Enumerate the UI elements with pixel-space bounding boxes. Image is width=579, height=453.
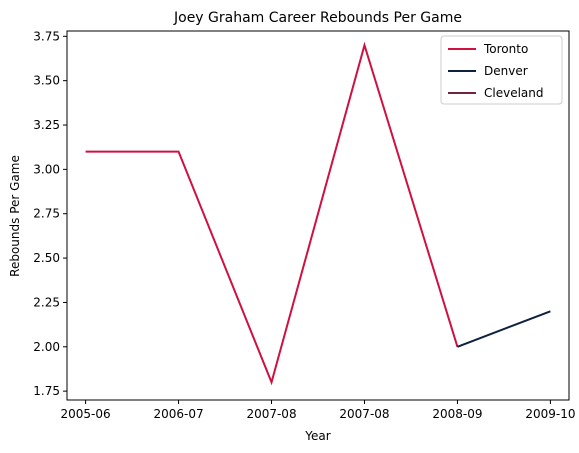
- series-line-toronto: [85, 41, 459, 386]
- y-tick-label: 2.75: [33, 207, 60, 221]
- y-axis: 1.75 2.00 2.25 2.50 2.75 3.00 3.25 3.50 3.75: [33, 29, 67, 398]
- y-tick-label: 1.75: [33, 384, 60, 398]
- y-tick-label: 3.25: [33, 118, 60, 132]
- chart-title: Joey Graham Career Rebounds Per Game: [173, 10, 462, 26]
- x-tick-label: 2005-06: [61, 407, 111, 421]
- y-tick-label: 2.00: [33, 340, 60, 354]
- y-tick-label: 3.75: [33, 29, 60, 43]
- x-axis: 2005-06 2006-07 2007-08 2007-08 2008-09 2009-…: [61, 400, 575, 421]
- legend-label: Cleveland: [484, 86, 544, 100]
- legend-label: Denver: [484, 64, 528, 78]
- x-tick-label: 2007-08: [246, 407, 296, 421]
- x-tick-label: 2007-08: [339, 407, 389, 421]
- legend-box: [440, 35, 563, 105]
- x-tick-label: 2008-09: [432, 407, 482, 421]
- legend-item-cleveland: Cleveland: [448, 86, 544, 100]
- series-line-denver: [457, 310, 551, 348]
- y-tick-label: 3.00: [33, 162, 60, 176]
- y-tick-label: 2.50: [33, 251, 60, 265]
- legend-item-denver: Denver: [448, 64, 528, 78]
- y-axis-label: Rebounds Per Game: [8, 155, 22, 277]
- x-axis-label: Year: [304, 429, 330, 443]
- legend: Toronto Denver Cleveland: [440, 35, 563, 105]
- plot-frame: [66, 30, 570, 401]
- legend-label: Toronto: [483, 42, 528, 56]
- x-tick-label: 2009-10: [525, 407, 575, 421]
- series-layer: [85, 41, 551, 386]
- y-tick-label: 3.50: [33, 74, 60, 88]
- x-tick-label: 2006-07: [153, 407, 203, 421]
- plot-area: [66, 30, 570, 401]
- legend-item-toronto: Toronto: [448, 42, 528, 56]
- y-tick-label: 2.25: [33, 295, 60, 309]
